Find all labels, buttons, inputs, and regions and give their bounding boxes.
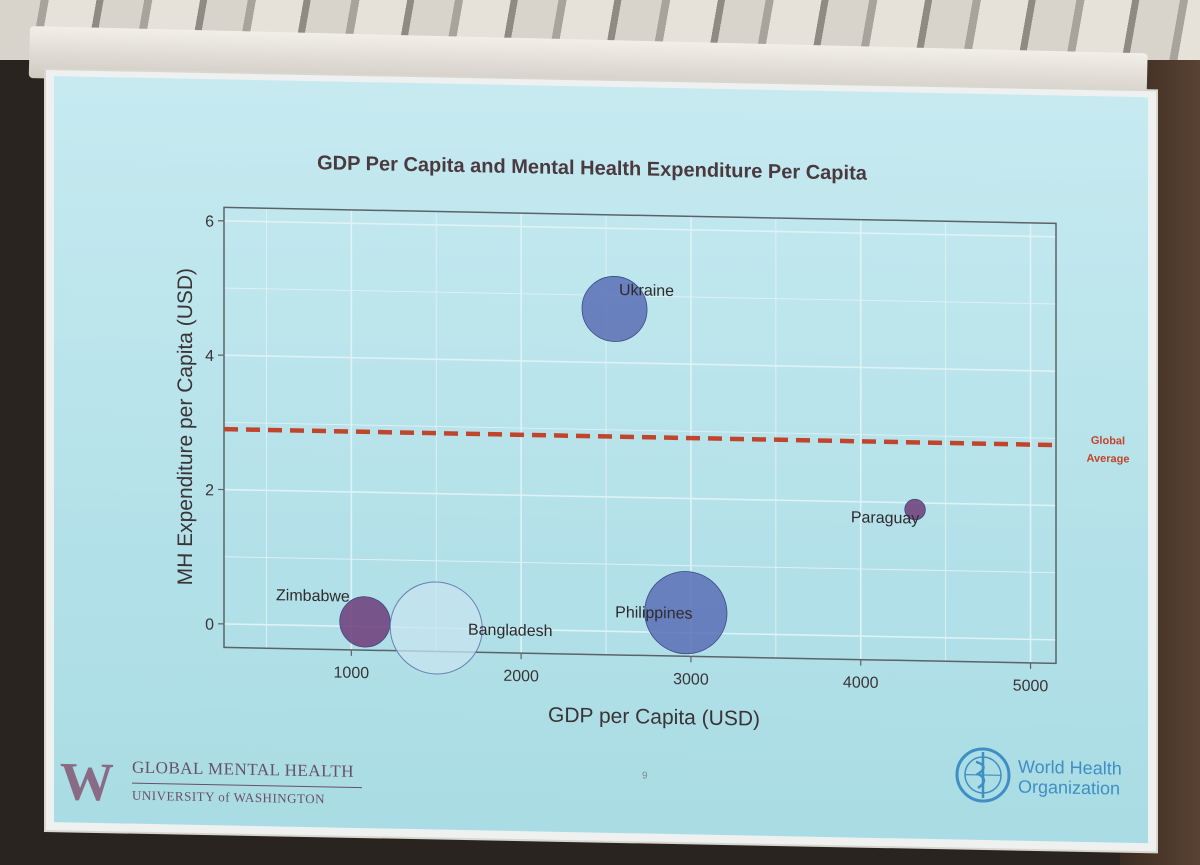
gmh-divider [132,782,362,789]
y-tick-label: 2 [205,482,214,499]
x-tick-label: 2000 [503,668,539,686]
chart-title: GDP Per Capita and Mental Health Expendi… [317,152,868,185]
grid-line-y [224,488,1056,507]
page-number: 9 [642,770,648,782]
point-label-paraguay: Paraguay [851,509,919,527]
x-tick-label: 1000 [334,665,370,683]
uw-w-logo: W [60,751,114,813]
y-tick-label: 6 [205,213,214,230]
point-label-philippines: Philippines [615,604,692,622]
x-tick-label: 4000 [843,674,879,692]
grid-line-y [224,220,1056,238]
y-tick-label: 4 [205,348,214,365]
global-average-label-line1: Global [1091,435,1125,448]
y-tick-label: 0 [205,617,214,634]
bubble-bangladesh [389,581,483,675]
who-name-line1: World Health [1018,756,1122,779]
point-label-bangladesh: Bangladesh [468,622,553,641]
global-average-line-group: Global Average [224,426,1130,466]
who-emblem-icon [955,747,1011,803]
global-average-label-line2: Average [1086,453,1129,466]
x-tick-label: 5000 [1013,678,1049,696]
global-average-line [224,426,1056,448]
bubble-ukraine [581,276,648,342]
data-points: Ukraine Zimbabwe Bangladesh Philippines Para… [276,276,926,675]
presentation-slide: GDP Per Capita and Mental Health Expendi… [54,76,1148,844]
grid-line-y [224,354,1056,372]
who-name-line2: Organization [1018,776,1121,799]
x-tick-label: 3000 [673,671,709,689]
grid-line-y [224,421,1056,439]
chart: GDP Per Capita and Mental Health Expendi… [174,152,1130,731]
bubble-paraguay [904,498,926,521]
bubble-philippines [644,571,728,655]
y-axis-label: MH Expenditure per Capita (USD) [174,268,197,586]
gmh-subtitle: UNIVERSITY of WASHINGTON [132,787,326,807]
uw-gmh-logo: W GLOBAL MENTAL HEALTH UNIVERSITY of WAS… [60,750,380,816]
axis-ticks: 1000 2000 3000 4000 5000 0 2 4 6 [205,213,1048,695]
grid-line-y [224,556,1056,574]
x-axis-label: GDP per Capita (USD) [548,704,760,731]
point-label-ukraine: Ukraine [619,282,674,300]
point-label-zimbabwe: Zimbabwe [276,587,350,605]
gmh-title: GLOBAL MENTAL HEALTH [132,757,355,781]
who-logo: World Health Organization [954,745,1140,813]
projector-screen: GDP Per Capita and Mental Health Expendi… [46,70,1156,852]
